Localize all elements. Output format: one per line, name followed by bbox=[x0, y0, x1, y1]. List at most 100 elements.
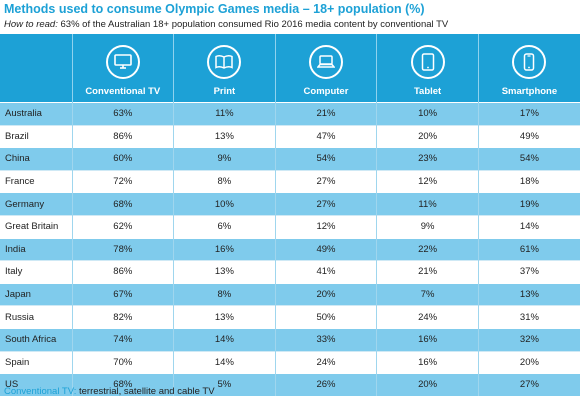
value-cell: 17% bbox=[477, 102, 580, 126]
value-cell: 27% bbox=[477, 373, 580, 396]
value-cell: 54% bbox=[274, 147, 377, 171]
value-cell: 49% bbox=[477, 124, 580, 148]
value-cell: 16% bbox=[173, 237, 276, 261]
value-cell: 7% bbox=[376, 282, 479, 306]
value-cell: 5% bbox=[173, 373, 276, 396]
table-row: Australia 63% 11% 21% 10% 17% bbox=[0, 102, 580, 126]
value-cell: 70% bbox=[71, 350, 174, 374]
value-cell: 27% bbox=[274, 192, 377, 216]
value-cell: 78% bbox=[71, 237, 174, 261]
country-cell: Italy bbox=[0, 260, 72, 284]
value-cell: 49% bbox=[274, 237, 377, 261]
value-cell: 32% bbox=[477, 327, 580, 352]
value-cell: 20% bbox=[274, 282, 377, 306]
value-cell: 10% bbox=[173, 192, 276, 216]
tablet-icon bbox=[410, 45, 445, 79]
value-cell: 21% bbox=[274, 102, 377, 126]
value-cell: 62% bbox=[71, 214, 174, 239]
value-cell: 60% bbox=[71, 147, 174, 171]
country-cell: Germany bbox=[0, 192, 72, 216]
value-cell: 68% bbox=[71, 192, 174, 216]
table-body: Australia 63% 11% 21% 10% 17% Brazil 86% 13% 47% 2… bbox=[0, 102, 580, 396]
country-cell: Australia bbox=[0, 102, 72, 126]
value-cell: 20% bbox=[477, 350, 580, 374]
column-header-label: Tablet bbox=[413, 86, 442, 97]
country-cell: Spain bbox=[0, 350, 72, 374]
value-cell: 19% bbox=[477, 192, 580, 216]
value-cell: 20% bbox=[376, 373, 479, 396]
value-cell: 11% bbox=[173, 102, 276, 126]
country-cell: France bbox=[0, 169, 72, 193]
column-header-label: Computer bbox=[303, 86, 349, 97]
how-to-read-note: How to read: 63% of the Australian 18+ p… bbox=[4, 19, 448, 30]
value-cell: 86% bbox=[71, 260, 174, 284]
footnote-key: Conventional TV: bbox=[4, 386, 77, 397]
table-row: France 72% 8% 27% 12% 18% bbox=[0, 169, 580, 193]
value-cell: 11% bbox=[376, 192, 479, 216]
value-cell: 22% bbox=[376, 237, 479, 261]
value-cell: 12% bbox=[274, 214, 377, 239]
value-cell: 13% bbox=[173, 124, 276, 148]
value-cell: 24% bbox=[376, 305, 479, 329]
value-cell: 13% bbox=[477, 282, 580, 306]
footnote-text: terrestrial, satellite and cable TV bbox=[76, 386, 215, 397]
value-cell: 74% bbox=[71, 327, 174, 352]
value-cell: 10% bbox=[376, 102, 479, 126]
table-header-row: Conventional TV Print Computer bbox=[0, 34, 580, 103]
value-cell: 8% bbox=[173, 169, 276, 193]
country-cell: US bbox=[0, 373, 72, 396]
laptop-icon bbox=[308, 45, 343, 79]
value-cell: 14% bbox=[173, 327, 276, 352]
column-header-conventional-tv: Conventional TV bbox=[71, 34, 174, 103]
table-row: Russia 82% 13% 50% 24% 31% bbox=[0, 305, 580, 329]
value-cell: 8% bbox=[173, 282, 276, 306]
country-cell: Japan bbox=[0, 282, 72, 306]
country-cell: Brazil bbox=[0, 124, 72, 148]
country-cell: India bbox=[0, 237, 72, 261]
table-row: China 60% 9% 54% 23% 54% bbox=[0, 147, 580, 171]
table-row: India 78% 16% 49% 22% 61% bbox=[0, 237, 580, 261]
table-row: Brazil 86% 13% 47% 20% 49% bbox=[0, 124, 580, 148]
value-cell: 9% bbox=[173, 147, 276, 171]
value-cell: 61% bbox=[477, 237, 580, 261]
value-cell: 50% bbox=[274, 305, 377, 329]
table-row: Italy 86% 13% 41% 21% 37% bbox=[0, 260, 580, 284]
column-header-computer: Computer bbox=[274, 34, 377, 103]
value-cell: 13% bbox=[173, 260, 276, 284]
value-cell: 21% bbox=[376, 260, 479, 284]
table-row: Japan 67% 8% 20% 7% 13% bbox=[0, 282, 580, 306]
table-row: Germany 68% 10% 27% 11% 19% bbox=[0, 192, 580, 216]
value-cell: 72% bbox=[71, 169, 174, 193]
how-to-read-lead: How to read: bbox=[4, 19, 58, 30]
value-cell: 63% bbox=[71, 102, 174, 126]
table-row: Great Britain 62% 6% 12% 9% 14% bbox=[0, 214, 580, 239]
value-cell: 67% bbox=[71, 282, 174, 306]
column-header-label: Smartphone bbox=[501, 86, 558, 97]
column-header-label: Print bbox=[213, 86, 236, 97]
book-icon bbox=[207, 45, 242, 79]
value-cell: 12% bbox=[376, 169, 479, 193]
header-corner-cell bbox=[0, 34, 72, 103]
value-cell: 23% bbox=[376, 147, 479, 171]
column-header-tablet: Tablet bbox=[376, 34, 479, 103]
value-cell: 54% bbox=[477, 147, 580, 171]
footnote: Conventional TV: terrestrial, satellite … bbox=[4, 386, 215, 397]
column-header-label: Conventional TV bbox=[85, 86, 161, 97]
country-cell: Great Britain bbox=[0, 214, 72, 239]
table-row: Spain 70% 14% 24% 16% 20% bbox=[0, 350, 580, 374]
country-cell: South Africa bbox=[0, 327, 72, 352]
value-cell: 41% bbox=[274, 260, 377, 284]
value-cell: 27% bbox=[274, 169, 377, 193]
value-cell: 9% bbox=[376, 214, 479, 239]
value-cell: 6% bbox=[173, 214, 276, 239]
table-row: US 68% 5% 26% 20% 27% bbox=[0, 373, 580, 396]
table-row: South Africa 74% 14% 33% 16% 32% bbox=[0, 327, 580, 352]
country-cell: China bbox=[0, 147, 72, 171]
value-cell: 14% bbox=[173, 350, 276, 374]
value-cell: 20% bbox=[376, 124, 479, 148]
value-cell: 16% bbox=[376, 327, 479, 352]
value-cell: 18% bbox=[477, 169, 580, 193]
column-header-smartphone: Smartphone bbox=[477, 34, 580, 103]
value-cell: 26% bbox=[274, 373, 377, 396]
value-cell: 24% bbox=[274, 350, 377, 374]
